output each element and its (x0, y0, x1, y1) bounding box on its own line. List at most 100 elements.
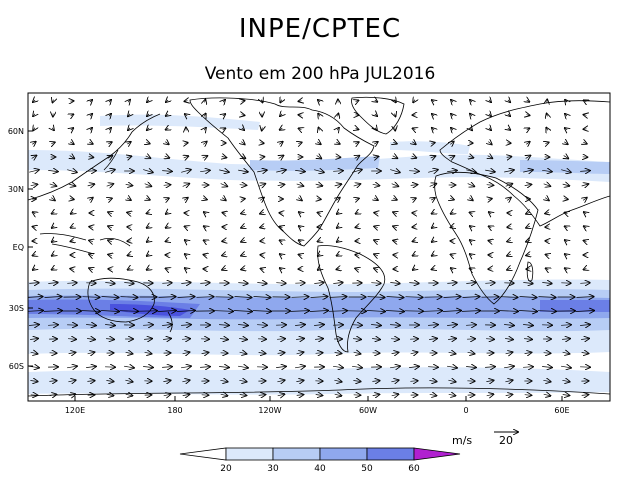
wind-vector (185, 254, 187, 256)
wind-vector (166, 114, 168, 116)
wind-vector (451, 268, 453, 270)
wind-vector (162, 367, 172, 368)
wind-vector (185, 114, 187, 116)
colorbar-tick-20: 20 (220, 464, 232, 474)
wind-vector (451, 212, 454, 214)
wind-vector (355, 156, 360, 159)
wind-vector (196, 297, 214, 298)
wind-vector (469, 198, 473, 201)
wind-vector (355, 268, 359, 269)
wind-vector (261, 269, 264, 270)
lon-label-180: 180 (167, 406, 182, 415)
wind-vector (51, 198, 55, 201)
wind-vector (298, 198, 302, 201)
wind-vector (29, 170, 39, 172)
wind-vector (508, 128, 510, 130)
wind-vector (105, 170, 115, 173)
wind-vector (125, 352, 133, 353)
wind-vector (108, 240, 112, 241)
wind-vector (470, 114, 472, 116)
wind-vector (200, 170, 210, 171)
colorbar-left-triangle (179, 447, 227, 461)
wind-vector (185, 240, 187, 242)
wind-vector (299, 101, 302, 102)
wind-vector (470, 100, 472, 102)
wind-vector (119, 311, 138, 312)
wind-vector (214, 311, 233, 312)
wind-vector (239, 380, 246, 381)
wind-vector (428, 325, 438, 326)
units-label: m/s (452, 434, 472, 447)
wind-vector (52, 240, 54, 242)
wind-vector (108, 142, 111, 144)
wind-vector (106, 184, 114, 186)
wind-vector (336, 142, 339, 144)
wind-vector (181, 366, 191, 368)
wind-vector (162, 325, 172, 326)
wind-vector (28, 311, 43, 312)
wind-vector (296, 380, 303, 381)
wind-vector (409, 366, 419, 367)
wind-vector (467, 184, 475, 187)
wind-vector (507, 198, 511, 201)
wind-vector (405, 297, 423, 298)
wind-vector (507, 240, 511, 241)
wind-vector (280, 114, 282, 116)
wind-vector (33, 268, 35, 270)
wind-vector (33, 212, 36, 214)
wind-vector (565, 268, 567, 270)
wind-vector (432, 240, 434, 242)
wind-vector (546, 128, 547, 131)
wind-vector (504, 366, 514, 368)
wind-vector (239, 339, 247, 340)
wind-vector (505, 380, 512, 382)
wind-vector (508, 100, 510, 102)
wind-vector (318, 240, 321, 241)
wind-vector (277, 184, 285, 185)
wind-vector (374, 226, 378, 227)
wind-vector (466, 283, 475, 284)
wind-vector (580, 283, 589, 284)
wind-vector (413, 241, 416, 242)
coast-se-asia (39, 233, 131, 255)
wind-vector (562, 339, 570, 340)
wind-vector (352, 366, 362, 367)
wind-vector (89, 157, 94, 158)
wind-vector (234, 297, 252, 298)
wind-vector (489, 226, 492, 227)
wind-vector (412, 198, 416, 200)
wind-vector (67, 283, 76, 284)
wind-vector (410, 352, 418, 354)
wind-vector (584, 268, 587, 269)
wind-vector (49, 184, 57, 186)
chart-subtitle: Vento em 200 hPa JUL2016 (204, 64, 436, 84)
wind-vector (220, 339, 228, 340)
wind-vector (489, 100, 491, 102)
wind-vector (163, 380, 170, 381)
wind-vector (68, 380, 75, 382)
wind-vector (500, 297, 518, 298)
reference-vector-label: 20 (499, 434, 513, 447)
wind-vector (470, 212, 473, 213)
wind-vector (124, 366, 134, 368)
wind-vector (447, 283, 456, 284)
wind-vector (182, 339, 190, 340)
wind-vector (565, 114, 567, 116)
wind-vector (576, 297, 594, 298)
wind-vector (524, 395, 532, 396)
wind-vector (185, 101, 188, 102)
wind-vector (413, 100, 415, 103)
wind-vector (467, 352, 475, 353)
wind-vector (68, 394, 76, 396)
wind-vector (432, 128, 434, 130)
wind-vector (128, 268, 131, 269)
wind-vector (353, 339, 361, 340)
wind-vector (507, 268, 511, 270)
wind-vector (166, 212, 168, 214)
wind-vector (561, 366, 571, 368)
wind-vector (49, 381, 56, 382)
wind-vector (545, 213, 549, 214)
wind-vector (527, 115, 530, 116)
wind-vector (219, 170, 229, 172)
